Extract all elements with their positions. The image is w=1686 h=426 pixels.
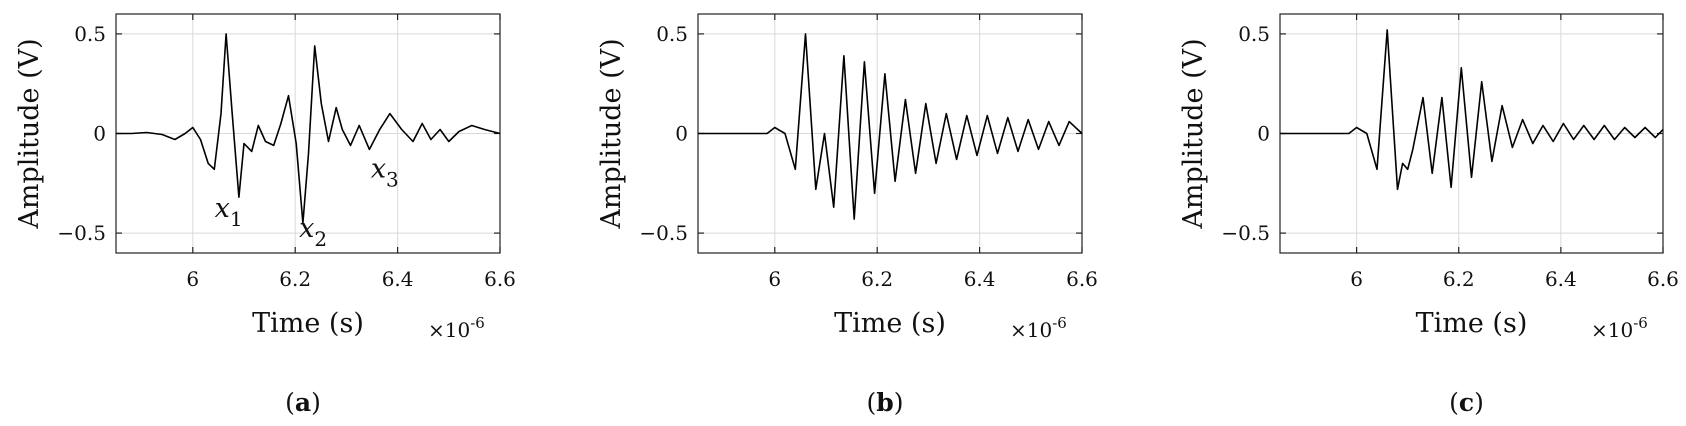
caption-close-paren: ) xyxy=(1474,388,1484,417)
y-tick-label: 0 xyxy=(93,122,106,146)
caption-close-paren: ) xyxy=(311,388,321,417)
chart-panel-b: 6 6.2 6.4 6.6 0.5 0 −0.5 Time (s) Amplitude (V) ×… xyxy=(596,13,1098,417)
y-axis-title: Amplitude (V) xyxy=(14,38,45,229)
panel-caption: (c) xyxy=(1449,388,1484,417)
y-tick-label: 0.5 xyxy=(1238,22,1270,46)
annotation-base: x xyxy=(215,193,230,224)
annotation-label: x1 xyxy=(215,193,243,231)
y-tick-label: 0 xyxy=(1257,122,1270,146)
y-tick-label: 0.5 xyxy=(74,22,106,46)
x-tick-label: 6 xyxy=(768,267,781,291)
y-tick-label: −0.5 xyxy=(1221,221,1270,245)
x-axis-title: Time (s) xyxy=(252,308,364,339)
x-axis-exponent-label: ×10-6 xyxy=(428,314,485,342)
annotation-subscript: 2 xyxy=(314,227,327,251)
caption-letter: b xyxy=(876,388,893,417)
y-tick-label: 0.5 xyxy=(656,22,688,46)
caption-letter: c xyxy=(1459,388,1474,417)
y-axis-title: Amplitude (V) xyxy=(596,38,627,229)
caption-open-paren: ( xyxy=(866,388,876,417)
x-axis-exponent-label: ×10-6 xyxy=(1591,314,1648,342)
x-tick-label: 6 xyxy=(186,267,199,291)
x-tick-label: 6.4 xyxy=(382,267,414,291)
x-tick-label: 6.2 xyxy=(1443,267,1475,291)
signal-trace-line xyxy=(698,33,1083,220)
y-axis-title: Amplitude (V) xyxy=(1178,38,1209,229)
exponent-base: ×10 xyxy=(1010,318,1052,342)
annotation-label: x3 xyxy=(371,153,399,191)
caption-open-paren: ( xyxy=(285,388,295,417)
x-axis-title: Time (s) xyxy=(1416,308,1528,339)
x-axis-title: Time (s) xyxy=(834,308,946,339)
x-tick-label: 6.2 xyxy=(279,267,311,291)
caption-letter: a xyxy=(295,388,311,417)
signal-trace-line xyxy=(116,33,501,224)
annotation-base: x xyxy=(299,213,314,244)
annotation-subscript: 1 xyxy=(230,207,243,231)
x-tick-label: 6.4 xyxy=(964,267,996,291)
exponent-base: ×10 xyxy=(428,318,470,342)
caption-open-paren: ( xyxy=(1449,388,1459,417)
x-tick-label: 6 xyxy=(1350,267,1363,291)
caption-close-paren: ) xyxy=(894,388,904,417)
chart-panel-a: 6 6.2 6.4 6.6 0.5 0 −0.5 Time (s) Amplitude (V) ×… xyxy=(14,13,516,417)
y-tick-label: −0.5 xyxy=(57,221,106,245)
x-tick-label: 6.6 xyxy=(1066,267,1098,291)
signal-trace-line xyxy=(1280,29,1664,191)
panel-caption: (a) xyxy=(285,388,321,417)
chart-panel-c: 6 6.2 6.4 6.6 0.5 0 −0.5 Time (s) Amplitude (V) ×… xyxy=(1178,13,1679,417)
exponent-power: -6 xyxy=(470,314,485,332)
exponent-power: -6 xyxy=(1633,314,1648,332)
x-tick-label: 6.6 xyxy=(1647,267,1679,291)
x-tick-label: 6.6 xyxy=(484,267,516,291)
x-axis-exponent-label: ×10-6 xyxy=(1010,314,1067,342)
exponent-base: ×10 xyxy=(1591,318,1633,342)
x-tick-label: 6.2 xyxy=(861,267,893,291)
x-tick-label: 6.4 xyxy=(1545,267,1577,291)
exponent-power: -6 xyxy=(1052,314,1067,332)
annotation-subscript: 3 xyxy=(386,167,399,191)
y-tick-label: −0.5 xyxy=(639,221,688,245)
annotation-base: x xyxy=(371,153,386,184)
annotation-label: x2 xyxy=(299,213,327,251)
y-tick-label: 0 xyxy=(675,122,688,146)
panel-caption: (b) xyxy=(866,388,903,417)
